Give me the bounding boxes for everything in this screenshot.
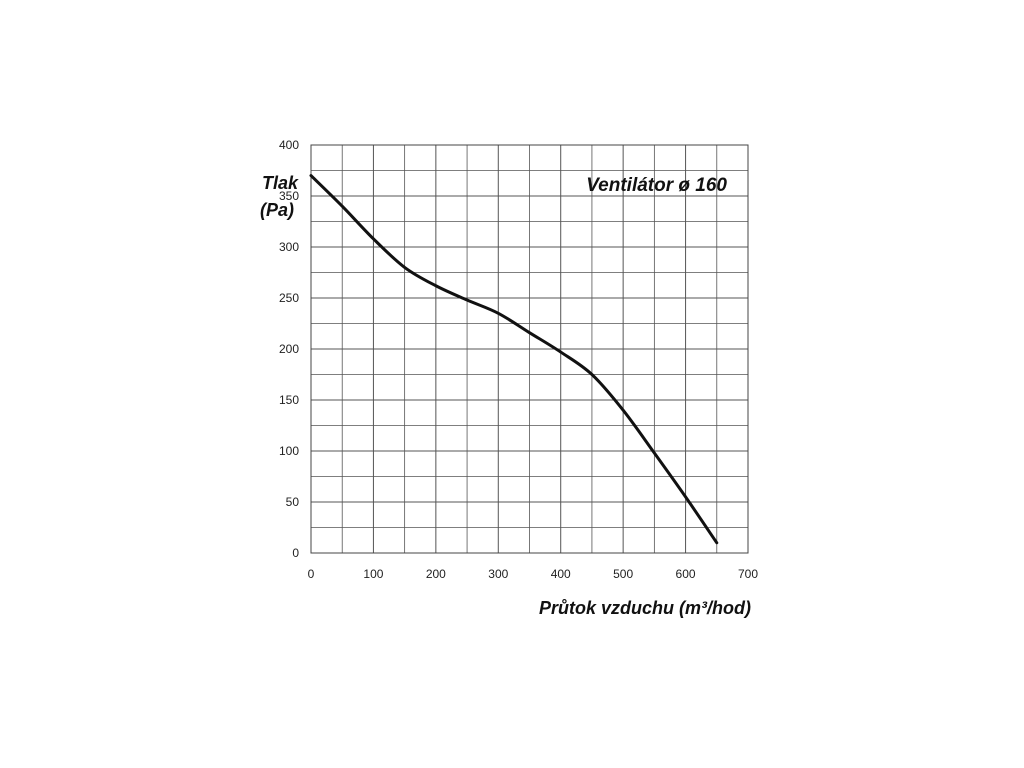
y-tick-labels: 0 50 100 150 200 250 300 350 400 [279,138,299,560]
x-tick-label: 500 [613,567,633,581]
y-tick-label: 50 [286,495,300,509]
plot-frame [310,144,749,554]
y-tick-label: 400 [279,138,299,152]
y-axis-label: Tlak [262,173,299,193]
x-axis-label: Průtok vzduchu (m³/hod) [539,598,751,618]
x-tick-label: 400 [551,567,571,581]
y-tick-label: 250 [279,291,299,305]
y-tick-label: 200 [279,342,299,356]
y-tick-label: 100 [279,444,299,458]
y-tick-label: 350 [279,189,299,203]
x-tick-label: 200 [426,567,446,581]
x-tick-label: 300 [488,567,508,581]
chart-title: Ventilátor ø 160 [586,175,727,196]
x-tick-label: 700 [738,567,758,581]
x-tick-label: 100 [363,567,383,581]
x-tick-label: 0 [308,567,315,581]
y-axis-unit: (Pa) [260,200,294,220]
y-tick-label: 0 [292,546,299,560]
series-line-pressure-curve [309,174,719,545]
x-tick-label: 600 [676,567,696,581]
y-tick-label: 300 [279,240,299,254]
y-tick-label: 150 [279,393,299,407]
x-tick-labels: 0 100 200 300 400 500 600 700 [308,567,759,581]
